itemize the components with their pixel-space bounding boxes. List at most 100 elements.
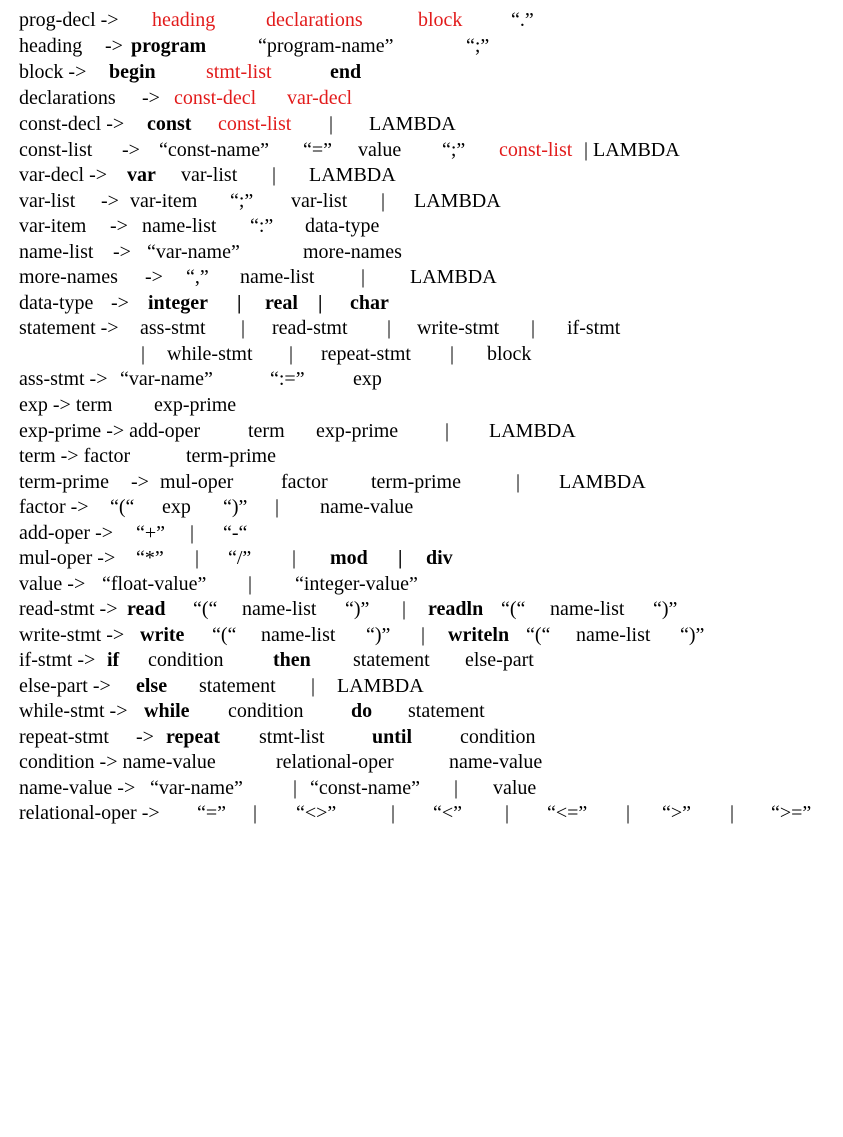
rule-token: name-value -> [19,777,136,799]
rule-token: | [730,802,735,824]
rule-token: “var-name” [120,368,213,390]
rule-token: real [265,292,298,314]
rule-token: | [293,777,298,799]
rule-token: name-list [576,624,651,646]
rule-const-list: const-list -> “const-name” “=” value “;”… [19,138,843,162]
rule-token: “:” [250,215,274,237]
rule-token: -> [142,87,160,109]
rule-token: var-list [19,190,76,212]
rule-token: more-names [303,241,402,263]
rule-name-list: name-list -> “var-name” more-names [19,240,843,264]
rule-token: “.” [511,9,534,31]
rule-token: “(“ [212,624,237,646]
grammar-document: prog-decl -> heading declarations block … [19,9,843,825]
rule-token: LAMBDA [410,266,497,288]
rule-token: name-list [550,598,625,620]
rule-var-decl: var-decl -> var var-list | LAMBDA [19,163,843,187]
rule-token: exp-prime -> add-oper [19,420,201,442]
rule-term-prime: term-prime -> mul-oper factor term-prime… [19,470,843,494]
rule-token: add-oper -> [19,522,114,544]
rule-token: begin [109,61,156,83]
rule-token: “;” [442,139,466,161]
rule-token: LAMBDA [337,675,424,697]
rule-token: “(“ [193,598,218,620]
rule-more-names: more-names -> “,” name-list | LAMBDA [19,265,843,289]
rule-token: div [426,547,453,569]
rule-token: “(“ [501,598,526,620]
rule-token: relational-oper [276,751,394,773]
rule-token: heading [19,35,83,57]
rule-token: var [127,164,156,186]
rule-token: readln [428,598,484,620]
rule-declarations: declarations -> const-decl var-decl [19,86,843,110]
rule-token: “+” [136,522,166,544]
rule-exp-prime: exp-prime -> add-oper term exp-prime | L… [19,419,843,443]
rule-token: write [140,624,185,646]
rule-token: var-decl -> [19,164,108,186]
rule-token: write-stmt -> [19,624,125,646]
rule-token: condition [228,700,304,722]
rule-token: term [248,420,285,442]
rule-token: “;” [466,35,490,57]
rule-token: “(“ [526,624,551,646]
rule-if-stmt: if-stmt -> if condition then statement e… [19,648,843,672]
rule-token: repeat-stmt [321,343,411,365]
rule-token: | [248,573,253,595]
rule-token: writeln [448,624,510,646]
rule-token: “:=” [270,368,305,390]
rule-token: exp [353,368,382,390]
rule-token: if-stmt -> [19,649,96,671]
rule-token: -> [131,471,149,493]
rule-token: read-stmt -> [19,598,118,620]
rule-token: read [127,598,166,620]
rule-token: const-decl [174,87,257,109]
rule-token: LAMBDA [369,113,456,135]
rule-token: term-prime [19,471,109,493]
rule-token: block [418,9,463,31]
rule-token: | [253,802,258,824]
rule-token: | [329,113,334,135]
rule-token: heading [152,9,216,31]
rule-token: | [241,317,246,339]
rule-token: declarations [19,87,116,109]
rule-write-stmt: write-stmt -> write “(“ name-list “)” | … [19,623,843,647]
rule-token: end [330,61,362,83]
rule-ass-stmt: ass-stmt -> “var-name” “:=” exp [19,367,843,391]
rule-token: declarations [266,9,363,31]
rule-term: term -> factor term-prime [19,444,843,468]
rule-name-value: name-value -> “var-name” | “const-name” … [19,776,843,800]
rule-token: “var-name” [147,241,240,263]
rule-token: var-list [181,164,238,186]
rule-token: | [454,777,459,799]
rule-token: condition [460,726,536,748]
rule-token: if [107,649,120,671]
rule-repeat-stmt: repeat-stmt -> repeat stmt-list until co… [19,725,843,749]
rule-token: while-stmt [167,343,253,365]
rule-token: stmt-list [259,726,325,748]
rule-token: | [311,675,316,697]
rule-token: value -> [19,573,86,595]
rule-token: | [237,292,242,314]
rule-token: const-decl -> [19,113,125,135]
rule-token: “<>” [296,802,337,824]
rule-token: “,” [186,266,209,288]
rule-var-list: var-list -> var-item “;” var-list | LAMB… [19,189,843,213]
rule-token: | [141,343,146,365]
rule-token: repeat [166,726,221,748]
rule-statement: statement -> ass-stmt | read-stmt | writ… [19,316,843,340]
rule-token: name-list [242,598,317,620]
rule-token: | [195,547,200,569]
rule-token: “)” [366,624,391,646]
rule-token: | [421,624,426,646]
rule-token: “)” [653,598,678,620]
rule-token: then [273,649,311,671]
rule-token: “const-name” [310,777,420,799]
rule-token: else-part -> [19,675,111,697]
rule-const-decl: const-decl -> const const-list | LAMBDA [19,112,843,136]
rule-condition: condition -> name-value relational-oper … [19,750,843,774]
rule-while-stmt: while-stmt -> while condition do stateme… [19,699,843,723]
rule-relational-oper: relational-oper -> “=” | “<>” | “<” | “<… [19,801,843,825]
rule-token: -> [111,292,129,314]
rule-token: integer [148,292,208,314]
rule-token: | [272,164,277,186]
